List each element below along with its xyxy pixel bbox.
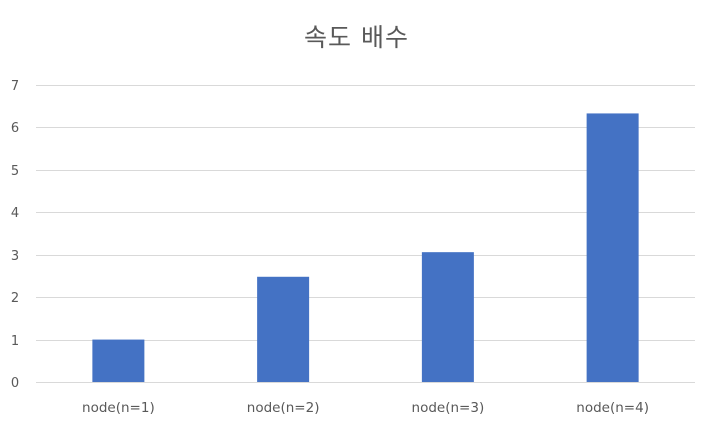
x-category-label: node(n=3)	[412, 400, 485, 416]
x-category-label: node(n=2)	[247, 400, 320, 416]
y-tick-label: 6	[11, 121, 19, 136]
x-category-label: node(n=4)	[576, 400, 649, 416]
bar-1	[92, 339, 145, 382]
gridlines	[36, 85, 695, 383]
y-tick-label: 0	[11, 376, 19, 391]
y-tick-label: 5	[11, 164, 19, 179]
x-category-label: node(n=1)	[82, 400, 155, 416]
y-tick-label: 3	[11, 249, 19, 264]
bars	[92, 113, 639, 383]
y-tick-label: 2	[11, 291, 19, 306]
y-axis-ticks: 0 1 2 3 4 5 6 7	[11, 79, 19, 391]
y-tick-label: 7	[11, 79, 19, 94]
chart-title: 속도 배수	[304, 23, 409, 52]
bar-3	[421, 252, 474, 382]
x-axis-labels: node(n=1) node(n=2) node(n=3) node(n=4)	[82, 400, 649, 416]
bar-4	[586, 113, 639, 383]
bar-2	[257, 276, 310, 382]
y-tick-label: 1	[11, 334, 19, 349]
y-tick-label: 4	[11, 206, 19, 221]
